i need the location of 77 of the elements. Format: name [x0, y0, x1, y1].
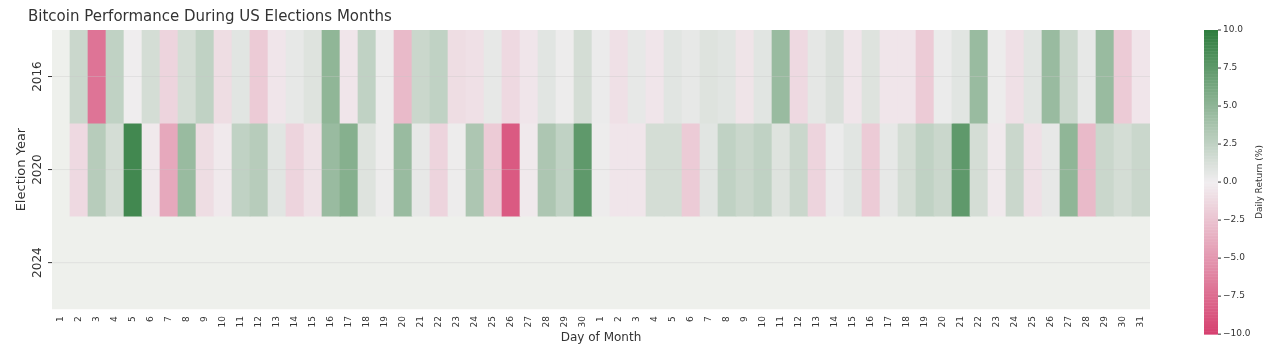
x-tick-label: 20 [937, 315, 948, 328]
x-tick-label: 15 [847, 316, 858, 328]
x-axis-title: Day of Month [560, 329, 642, 344]
x-tick-label: 2 [613, 316, 624, 322]
y-tick-label: 2024 [30, 247, 45, 278]
color-bar-label: 10.0 [1223, 24, 1244, 35]
x-tick-label: 30 [577, 315, 588, 328]
x-tick-label: 4 [109, 315, 120, 322]
x-tick-label: 26 [505, 315, 516, 328]
x-tick-label: 19 [379, 315, 390, 328]
x-tick-label: 6 [685, 315, 696, 322]
x-tick-label: 3 [91, 316, 102, 322]
x-tick-label: 16 [325, 315, 336, 328]
chart-title: Bitcoin Performance During US Elections Months [28, 6, 392, 25]
x-tick-label: 1 [595, 316, 606, 322]
x-tick-label: 7 [163, 316, 174, 322]
x-tick-label: 29 [1099, 315, 1110, 328]
x-tick-label: 3 [631, 316, 642, 322]
x-tick-label: 15 [307, 316, 318, 328]
x-tick-label: 23 [451, 316, 462, 328]
x-tick-label: 11 [235, 316, 246, 328]
x-tick-label: 22 [433, 316, 444, 328]
x-tick-label: 28 [1081, 315, 1092, 328]
x-tick-label: 20 [397, 315, 408, 328]
y-tick-label: 2016 [30, 61, 45, 92]
x-tick-label: 21 [415, 316, 426, 328]
x-tick-label: 16 [865, 315, 876, 328]
x-tick-label: 1 [55, 316, 66, 322]
x-tick-label: 29 [559, 315, 570, 328]
color-bar-label: −2.5 [1223, 214, 1245, 225]
x-tick-label: 27 [523, 316, 534, 328]
x-tick-label: 11 [775, 316, 786, 328]
x-tick-label: 4 [649, 315, 660, 322]
x-tick-label: 7 [703, 316, 714, 322]
x-tick-label: 23 [991, 316, 1002, 328]
color-bar-label: 7.5 [1223, 62, 1238, 73]
x-tick-label: 13 [811, 316, 822, 328]
x-tick-label: 12 [793, 316, 804, 328]
x-tick-label: 8 [721, 315, 732, 322]
color-bar-label: 5.0 [1223, 100, 1238, 111]
x-tick-label: 18 [901, 315, 912, 328]
x-tick-label: 13 [271, 316, 282, 328]
x-tick-label: 30 [1117, 315, 1128, 328]
x-tick-label: 25 [1027, 316, 1038, 328]
x-tick-label: 10 [217, 315, 228, 328]
x-tick-label: 19 [919, 315, 930, 328]
x-tick-label: 14 [829, 315, 840, 328]
color-bar-label: −7.5 [1223, 290, 1245, 301]
y-axis-title: Election Year [12, 127, 28, 212]
color-bar-label: 2.5 [1223, 138, 1238, 149]
x-tick-label: 10 [757, 315, 768, 328]
x-tick-label: 9 [739, 315, 750, 322]
color-bar-label: 0.0 [1223, 176, 1238, 187]
x-tick-label: 18 [361, 315, 372, 328]
x-tick-label: 12 [253, 316, 264, 328]
x-tick-label: 17 [883, 316, 894, 328]
x-tick-label: 22 [973, 316, 984, 328]
x-tick-label: 28 [541, 315, 552, 328]
x-tick-label: 6 [145, 315, 156, 322]
x-tick-label: 26 [1045, 315, 1056, 328]
x-tick-label: 5 [667, 316, 678, 322]
x-tick-label: 25 [487, 316, 498, 328]
x-tick-label: 9 [199, 315, 210, 322]
x-tick-label: 21 [955, 316, 966, 328]
color-bar-label: −10.0 [1223, 328, 1251, 339]
x-tick-label: 17 [343, 316, 354, 328]
y-tick-label: 2020 [30, 154, 45, 185]
x-tick-label: 31 [1135, 316, 1146, 328]
x-tick-label: 14 [289, 315, 300, 328]
color-bar-label: −5.0 [1223, 252, 1246, 263]
x-tick-label: 24 [1009, 315, 1020, 328]
x-tick-label: 2 [73, 316, 84, 322]
x-tick-label: 27 [1063, 316, 1074, 328]
x-tick-label: 5 [127, 316, 138, 322]
color-bar-title: Daily Return (%) [1253, 145, 1264, 220]
x-tick-label: 24 [469, 315, 480, 328]
x-tick-label: 8 [181, 315, 192, 322]
